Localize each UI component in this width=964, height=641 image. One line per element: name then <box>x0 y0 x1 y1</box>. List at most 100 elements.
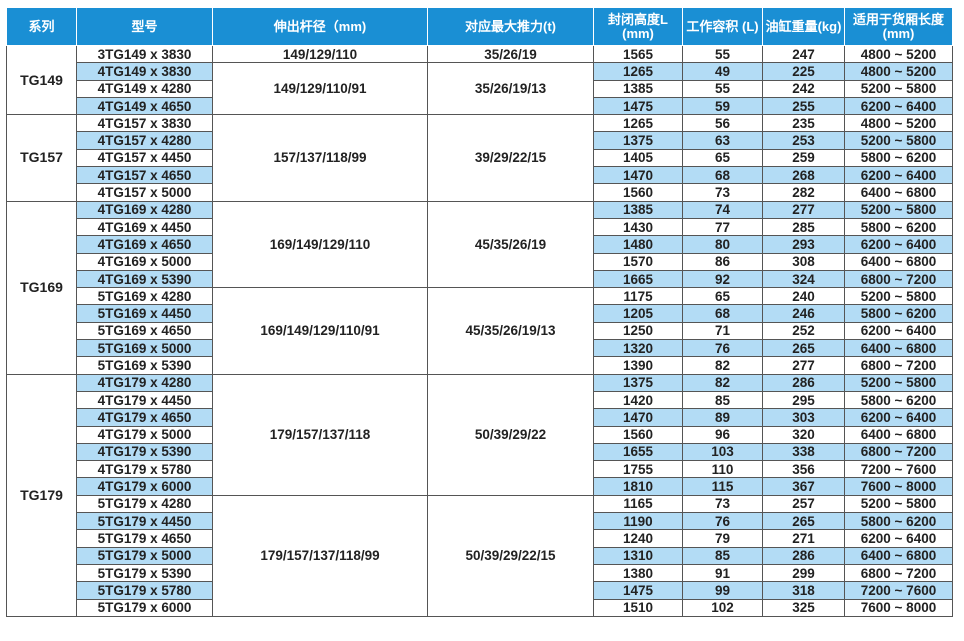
model-cell: 4TG169 x 4450 <box>76 217 213 237</box>
weight-cell: 320 <box>762 425 845 444</box>
weight-cell: 318 <box>762 581 845 600</box>
rod-diameter-cell: 169/149/129/110 <box>212 200 428 289</box>
volume-cell: 96 <box>682 425 763 444</box>
table-row: 4TG169 x 4650 1480 80 293 6200 ~ 6400 <box>7 235 953 254</box>
volume-cell: 91 <box>682 563 763 583</box>
weight-cell: 277 <box>762 200 845 219</box>
table-row: TG179 4TG179 x 4280 179/157/137/118 50/39/2… <box>6 373 953 617</box>
volume-cell: 82 <box>682 373 763 392</box>
table-row: 4TG179 x 5390 1655 103 338 6800 ~ 7200 <box>7 442 953 462</box>
weight-cell: 265 <box>762 512 845 531</box>
box-length-cell: 5800 ~ 6200 <box>844 304 953 323</box>
closed-height-cell: 1560 <box>593 183 683 202</box>
model-cell: 4TG169 x 5390 <box>76 269 213 289</box>
model-cell: 4TG179 x 6000 <box>76 477 213 496</box>
weight-cell: 257 <box>762 494 845 514</box>
series-cell: TG169 <box>6 200 77 375</box>
max-force-cell: 35/26/19/13 <box>427 62 594 116</box>
weight-cell: 356 <box>762 460 845 479</box>
closed-height-cell: 1390 <box>593 356 683 375</box>
header-row: 系列 型号 伸出杆径（mm) 对应最大推力(t) 封闭高度L (mm) 工作容积… <box>6 7 953 46</box>
closed-height-cell: 1665 <box>593 269 683 289</box>
model-cell: 5TG179 x 6000 <box>76 598 213 617</box>
closed-height-cell: 1240 <box>593 529 683 548</box>
closed-height-cell: 1385 <box>593 200 683 219</box>
table-row: 5TG179 x 5780 1475 99 318 7200 ~ 7600 <box>7 581 953 600</box>
closed-height-cell: 1570 <box>593 252 683 271</box>
header-volume: 工作容积 (L) <box>682 7 763 46</box>
box-length-cell: 5200 ~ 5800 <box>844 494 953 514</box>
weight-cell: 252 <box>762 321 845 341</box>
model-cell: 4TG157 x 4650 <box>76 166 213 185</box>
closed-height-cell: 1480 <box>593 235 683 254</box>
model-cell: 4TG157 x 4450 <box>76 148 213 168</box>
model-cell: 4TG149 x 4650 <box>76 96 213 116</box>
volume-cell: 55 <box>682 79 763 98</box>
weight-cell: 303 <box>762 408 845 427</box>
model-cell: 5TG179 x 4280 <box>76 494 213 514</box>
closed-height-cell: 1190 <box>593 512 683 531</box>
volume-cell: 73 <box>682 494 763 514</box>
model-cell: 4TG149 x 4280 <box>76 79 213 98</box>
box-length-cell: 7200 ~ 7600 <box>844 460 953 479</box>
volume-cell: 103 <box>682 442 763 462</box>
model-cell: 4TG179 x 4280 <box>76 373 213 392</box>
volume-cell: 71 <box>682 321 763 341</box>
weight-cell: 286 <box>762 546 845 565</box>
box-length-cell: 6800 ~ 7200 <box>844 563 953 583</box>
volume-cell: 49 <box>682 62 763 81</box>
header-max-force: 对应最大推力(t) <box>427 7 594 46</box>
weight-cell: 325 <box>762 598 845 617</box>
volume-cell: 74 <box>682 200 763 219</box>
box-length-cell: 6800 ~ 7200 <box>844 442 953 462</box>
weight-cell: 367 <box>762 477 845 496</box>
series-cell: TG149 <box>6 44 77 116</box>
model-cell: 5TG179 x 5390 <box>76 563 213 583</box>
box-length-cell: 6800 ~ 7200 <box>844 356 953 375</box>
model-cell: 4TG169 x 4650 <box>76 235 213 254</box>
table-row: 5TG169 x 5390 1390 82 277 6800 ~ 7200 <box>7 356 953 375</box>
weight-cell: 299 <box>762 563 845 583</box>
closed-height-cell: 1250 <box>593 321 683 341</box>
box-length-cell: 5800 ~ 6200 <box>844 217 953 237</box>
box-length-cell: 6200 ~ 6400 <box>844 166 953 185</box>
box-length-cell: 5200 ~ 5800 <box>844 287 953 306</box>
box-length-cell: 5800 ~ 6200 <box>844 390 953 410</box>
box-length-cell: 4800 ~ 5200 <box>844 62 953 81</box>
max-force-cell: 45/35/26/19 <box>427 200 594 289</box>
closed-height-cell: 1385 <box>593 79 683 98</box>
closed-height-cell: 1470 <box>593 166 683 185</box>
table-row: 4TG179 x 4650 1470 89 303 6200 ~ 6400 <box>7 408 953 427</box>
box-length-cell: 5200 ~ 5800 <box>844 373 953 392</box>
table-row: 4TG169 x 5000 1570 86 308 6400 ~ 6800 <box>7 252 953 271</box>
model-cell: 5TG169 x 4650 <box>76 321 213 341</box>
volume-cell: 76 <box>682 512 763 531</box>
box-length-cell: 6800 ~ 7200 <box>844 269 953 289</box>
table-row: 5TG169 x 4280 169/149/129/110/91 45/35/26/… <box>7 287 953 375</box>
rod-diameter-cell: 149/129/110 <box>212 44 428 64</box>
spec-table: 系列 型号 伸出杆径（mm) 对应最大推力(t) 封闭高度L (mm) 工作容积… <box>6 7 953 617</box>
closed-height-cell: 1565 <box>593 44 683 64</box>
max-force-cell: 45/35/26/19/13 <box>427 287 594 375</box>
box-length-cell: 6400 ~ 6800 <box>844 183 953 202</box>
weight-cell: 253 <box>762 131 845 150</box>
volume-cell: 56 <box>682 114 763 133</box>
model-cell: 4TG149 x 3830 <box>76 62 213 81</box>
weight-cell: 255 <box>762 96 845 116</box>
closed-height-cell: 1320 <box>593 339 683 358</box>
volume-cell: 76 <box>682 339 763 358</box>
table-row: 4TG179 x 5000 1560 96 320 6400 ~ 6800 <box>7 425 953 444</box>
model-cell: 4TG179 x 5000 <box>76 425 213 444</box>
box-length-cell: 6200 ~ 6400 <box>844 529 953 548</box>
volume-cell: 68 <box>682 166 763 185</box>
box-length-cell: 6400 ~ 6800 <box>844 425 953 444</box>
table-row: 5TG179 x 4280 179/157/137/118/99 50/39/29/… <box>7 494 953 617</box>
max-force-cell: 35/26/19 <box>427 44 594 64</box>
weight-cell: 247 <box>762 44 845 64</box>
volume-cell: 92 <box>682 269 763 289</box>
closed-height-cell: 1165 <box>593 494 683 514</box>
model-cell: 5TG179 x 5780 <box>76 581 213 600</box>
weight-cell: 277 <box>762 356 845 375</box>
model-cell: 4TG179 x 5780 <box>76 460 213 479</box>
box-length-cell: 7600 ~ 8000 <box>844 598 953 617</box>
